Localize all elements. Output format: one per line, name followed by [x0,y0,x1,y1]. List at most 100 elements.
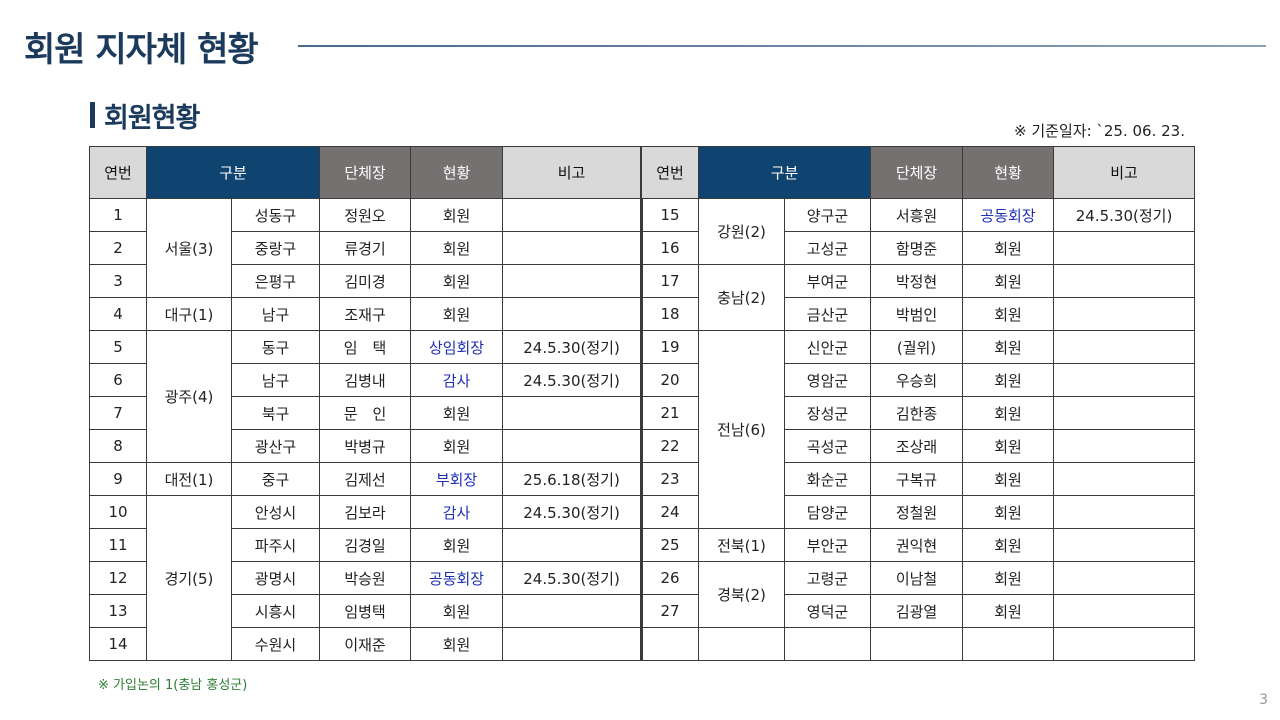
status-cell: 회원 [962,495,1055,529]
head-cell: 정철원 [870,495,964,529]
remark-cell [502,594,643,628]
remark-cell [502,627,643,661]
status-cell-officer: 감사 [410,363,504,397]
remark-cell [1053,363,1196,397]
status-cell: 회원 [962,264,1055,298]
head-cell: 김보라 [319,495,412,529]
remark-cell [502,264,643,298]
remark-cell: 24.5.30(정기) [1053,198,1196,232]
district-cell: 신안군 [783,330,872,364]
row-no: 1 [89,198,147,232]
table-row: 17 충남(2) 부여군 박정현 회원 [641,264,1196,331]
row-no: 4 [89,297,147,331]
header-status: 현황 [962,146,1055,199]
header-category: 구분 [697,146,872,199]
status-cell: 회원 [962,528,1055,562]
table-row: 20 영암군 우승희 회원 [641,363,1196,397]
row-no: 18 [641,297,699,331]
district-cell: 북구 [230,396,321,430]
remark-cell [1053,264,1196,298]
base-date-label: ※ 기준일자: `25. 06. 23. [1014,122,1185,140]
status-cell-officer: 부회장 [410,462,504,496]
row-no: 10 [89,495,147,529]
head-cell: 류경기 [319,231,412,265]
status-cell: 회원 [962,561,1055,595]
row-no: 25 [641,528,699,562]
row-no: 5 [89,330,147,364]
district-cell: 영덕군 [783,594,872,628]
head-cell: 김병내 [319,363,412,397]
row-no: 14 [89,627,147,661]
status-cell: 회원 [962,594,1055,628]
header-no: 연번 [89,146,147,199]
header-remark: 비고 [502,146,643,199]
head-cell: 박승원 [319,561,412,595]
row-no: 12 [89,561,147,595]
remark-cell [502,231,643,265]
district-cell: 중구 [230,462,321,496]
header-category: 구분 [145,146,321,199]
remark-cell [1053,297,1196,331]
remark-cell [1053,495,1196,529]
table-row-empty [641,627,1196,661]
remark-cell: 24.5.30(정기) [502,330,643,364]
row-no: 13 [89,594,147,628]
status-cell: 회원 [962,297,1055,331]
table-row: 16 고성군 함명준 회원 [641,231,1196,265]
remark-cell [502,198,643,232]
district-cell: 양구군 [783,198,872,232]
district-cell: 장성군 [783,396,872,430]
district-cell: 고령군 [783,561,872,595]
status-cell: 회원 [962,330,1055,364]
page-title: 회원 지자체 현황 [24,30,259,70]
header-head: 단체장 [319,146,412,199]
status-cell: 회원 [410,429,504,463]
head-cell: 권익현 [870,528,964,562]
empty-cell [962,627,1055,661]
region-cell: 충남(2) [698,264,785,331]
head-cell: 박범인 [870,297,964,331]
status-cell: 회원 [410,627,504,661]
remark-cell: 24.5.30(정기) [502,561,643,595]
head-cell: 문 인 [319,396,412,430]
district-cell: 광명시 [230,561,321,595]
table-row: 26 경북(2) 고령군 이남철 회원 [641,561,1196,628]
head-cell: 임 택 [319,330,412,364]
district-cell: 은평구 [230,264,321,298]
page-number: 3 [1259,692,1268,708]
table-row: 25 전북(1) 부안군 권익현 회원 [641,528,1196,562]
row-no: 8 [89,429,147,463]
header-head: 단체장 [870,146,964,199]
row-no: 9 [89,462,147,496]
table-row: 9 대전(1) 중구 김제선 부회장 25.6.18(정기) [89,462,643,496]
row-no: 24 [641,495,699,529]
head-cell: 김경일 [319,528,412,562]
district-cell: 남구 [230,363,321,397]
row-no: 2 [89,231,147,265]
title-divider [298,45,1266,47]
row-no: 16 [641,231,699,265]
header-status: 현황 [410,146,504,199]
district-cell: 파주시 [230,528,321,562]
table-row: 13 시흥시 임병택 회원 [89,594,643,628]
head-cell: 김광열 [870,594,964,628]
row-no: 7 [89,396,147,430]
status-cell: 회원 [410,231,504,265]
head-cell: 이재준 [319,627,412,661]
row-no: 20 [641,363,699,397]
region-cell: 경기(5) [146,495,232,661]
region-cell: 경북(2) [698,561,785,628]
status-cell: 회원 [962,429,1055,463]
remark-cell [1053,594,1196,628]
table-row: 19 전남(6) 신안군 (궐위) 회원 [641,330,1196,529]
district-cell: 금산군 [783,297,872,331]
row-no: 21 [641,396,699,430]
table-row: 5 광주(4) 동구 임 택 상임회장 24.5.30(정기) [89,330,643,463]
head-cell: 구복규 [870,462,964,496]
row-no: 6 [89,363,147,397]
remark-cell [502,429,643,463]
remark-cell [1053,561,1196,595]
region-cell: 전북(1) [698,528,785,562]
table-row: 24 담양군 정철원 회원 [641,495,1196,529]
head-cell: 이남철 [870,561,964,595]
